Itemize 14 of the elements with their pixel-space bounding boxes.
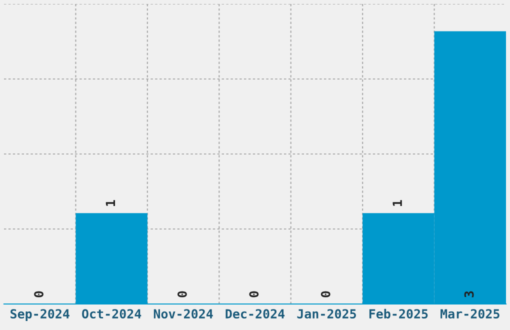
x-tick-label: Mar-2025 xyxy=(440,309,500,319)
data-label: 0 xyxy=(320,291,330,298)
data-label: 0 xyxy=(177,291,187,298)
data-label: 0 xyxy=(34,291,44,298)
data-label: 0 xyxy=(249,291,259,298)
data-label: 1 xyxy=(106,200,116,206)
data-label: 3 xyxy=(464,291,474,298)
x-tick-label: Jan-2025 xyxy=(297,309,356,319)
x-tick-label: Sep-2024 xyxy=(10,309,70,321)
data-label: 1 xyxy=(392,200,402,206)
x-tick-label: Dec-2024 xyxy=(226,309,285,319)
x-tick-label: Feb-2025 xyxy=(369,308,428,319)
x-tick-label: Oct-2024 xyxy=(82,309,142,319)
x-tick-label: Nov-2024 xyxy=(154,309,213,319)
